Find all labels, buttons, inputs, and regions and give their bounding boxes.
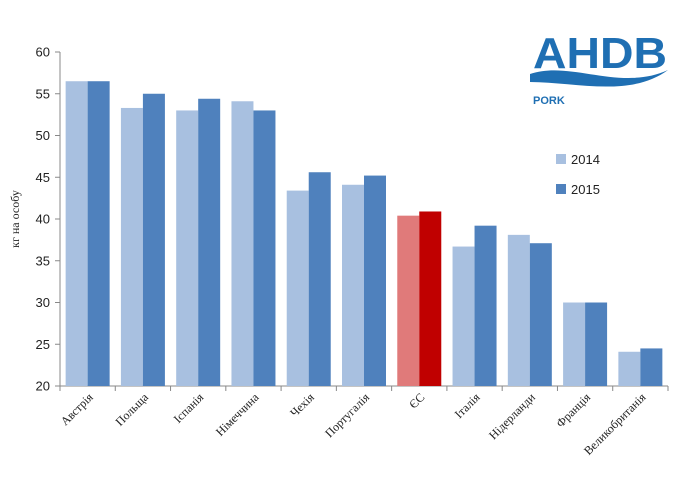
y-tick-label: 45 <box>36 170 50 185</box>
bars <box>65 81 663 386</box>
category-label: Австрія <box>58 390 96 428</box>
bar-2015-9 <box>585 302 608 386</box>
legend-swatch-2014 <box>556 154 566 164</box>
bar-2014-6 <box>397 215 420 386</box>
bar-2014-0 <box>65 81 88 386</box>
category-label: Іспанія <box>171 390 207 426</box>
bar-2015-1 <box>142 93 165 386</box>
category-label: Португалія <box>322 390 372 440</box>
logo-subtitle: PORK <box>533 95 565 107</box>
category-label: ЄС <box>406 390 427 411</box>
y-tick-label: 60 <box>36 45 50 60</box>
y-axis-label: кг на особу <box>8 190 22 248</box>
legend-label-2014: 2014 <box>571 152 600 167</box>
bar-2015-4 <box>308 172 331 386</box>
category-labels: Австрія Польща Іспанія Німеччина Чехія Португ… <box>58 390 649 458</box>
y-tick-label: 35 <box>36 253 50 268</box>
ahdb-logo: AHDB PORK <box>530 29 668 107</box>
bar-2014-8 <box>507 234 530 386</box>
bar-2014-3 <box>231 101 254 386</box>
bar-2014-1 <box>120 107 143 386</box>
category-label: Чехія <box>287 390 317 420</box>
category-label: Італія <box>452 390 483 421</box>
legend: 2014 2015 <box>556 152 600 197</box>
bar-2014-9 <box>563 302 586 386</box>
logo-swoosh-icon <box>530 70 668 87</box>
bar-2014-5 <box>342 184 364 386</box>
y-tick-label: 30 <box>36 295 50 310</box>
bar-2015-8 <box>529 243 552 386</box>
y-tick-label: 55 <box>36 86 50 101</box>
bar-2014-10 <box>618 351 641 386</box>
legend-swatch-2015 <box>556 184 566 194</box>
category-label: Франція <box>553 390 593 430</box>
bar-2015-2 <box>198 98 221 386</box>
bar-2014-4 <box>286 190 309 386</box>
y-tick-labels: 20 25 30 35 40 45 50 55 60 <box>36 45 50 394</box>
logo-wordmark: AHDB <box>533 29 667 78</box>
bar-2014-2 <box>176 110 199 386</box>
category-label: Польща <box>112 390 151 429</box>
bar-2015-7 <box>474 225 497 386</box>
category-label: Нідерланди <box>486 390 538 442</box>
legend-label-2015: 2015 <box>571 182 600 197</box>
bar-2015-10 <box>640 348 663 386</box>
y-tick-label: 40 <box>36 212 50 227</box>
bar-2015-3 <box>253 110 276 386</box>
bar-2015-6 <box>419 211 442 386</box>
y-tick-label: 25 <box>36 337 50 352</box>
bar-2015-0 <box>87 81 110 386</box>
bar-2014-7 <box>452 246 475 386</box>
y-tick-label: 50 <box>36 128 50 143</box>
y-tick-label: 20 <box>36 379 50 394</box>
category-label: Німеччина <box>213 390 262 439</box>
bar-2015-5 <box>364 175 386 386</box>
